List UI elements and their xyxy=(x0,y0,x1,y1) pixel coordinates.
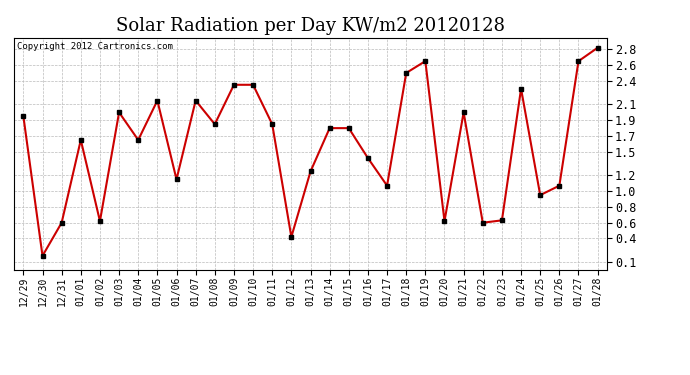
Text: Copyright 2012 Cartronics.com: Copyright 2012 Cartronics.com xyxy=(17,42,172,51)
Title: Solar Radiation per Day KW/m2 20120128: Solar Radiation per Day KW/m2 20120128 xyxy=(116,16,505,34)
